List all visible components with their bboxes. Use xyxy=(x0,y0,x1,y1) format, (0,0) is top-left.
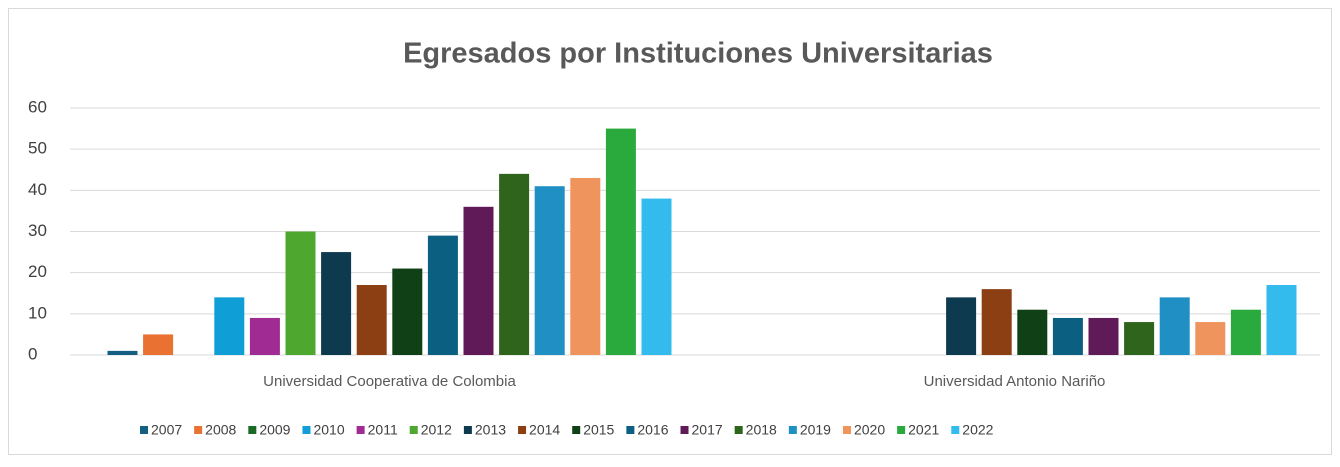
bar xyxy=(249,317,280,355)
y-tick-label: 60 xyxy=(28,97,47,116)
bar xyxy=(427,235,458,355)
bar xyxy=(321,252,352,355)
legend-label: 2020 xyxy=(854,422,885,438)
bar xyxy=(1052,317,1083,355)
bar xyxy=(946,297,977,355)
y-tick-label: 40 xyxy=(28,180,47,199)
legend-label: 2021 xyxy=(908,422,939,438)
legend-swatch xyxy=(842,426,851,434)
x-tick-label: Universidad Cooperativa de Colombia xyxy=(263,373,516,390)
legend-swatch xyxy=(518,426,527,434)
legend-label: 2017 xyxy=(692,422,723,438)
bar xyxy=(499,173,530,355)
chart-title: Egresados por Instituciones Universitari… xyxy=(403,38,993,70)
legend-swatch xyxy=(626,426,635,434)
legend-swatch xyxy=(302,426,311,434)
bar xyxy=(1017,309,1048,355)
bar xyxy=(1266,285,1297,355)
legend-swatch xyxy=(897,426,906,434)
bar xyxy=(107,350,138,355)
bar xyxy=(143,334,174,355)
legend-swatch xyxy=(140,426,148,434)
bar xyxy=(981,289,1012,355)
legend-label: 2019 xyxy=(800,422,831,438)
bar xyxy=(1088,317,1119,355)
legend-swatch xyxy=(356,426,365,434)
legend-label: 2016 xyxy=(637,422,668,438)
legend-label: 2018 xyxy=(746,422,777,438)
legend-label: 2011 xyxy=(368,422,398,438)
y-tick-label: 20 xyxy=(28,262,47,281)
legend-swatch xyxy=(248,426,257,434)
bar xyxy=(570,177,601,355)
bar xyxy=(214,297,245,355)
legend-swatch xyxy=(788,426,797,434)
bar xyxy=(1195,322,1226,355)
bar xyxy=(534,186,565,355)
x-tick-label: Universidad Antonio Nariño xyxy=(924,373,1106,390)
bar xyxy=(285,231,316,355)
legend-label: 2008 xyxy=(205,422,236,438)
legend-swatch xyxy=(680,426,689,434)
legend-label: 2009 xyxy=(259,422,290,438)
legend-label: 2014 xyxy=(529,422,560,438)
legend-label: 2022 xyxy=(962,422,993,438)
bar xyxy=(1230,309,1261,355)
bar xyxy=(1159,297,1190,355)
legend-swatch xyxy=(951,426,960,434)
legend-label: 2013 xyxy=(475,422,506,438)
bar xyxy=(641,198,672,355)
legend-label: 2010 xyxy=(313,422,344,438)
legend-swatch xyxy=(572,426,581,434)
bar xyxy=(1124,322,1155,355)
legend-swatch xyxy=(734,426,743,434)
legend-swatch xyxy=(463,426,472,434)
legend-swatch xyxy=(194,426,203,434)
legend-label: 2007 xyxy=(151,422,182,438)
y-tick-label: 50 xyxy=(28,139,47,158)
bar xyxy=(392,268,423,355)
y-tick-label: 30 xyxy=(28,221,47,240)
legend-label: 2012 xyxy=(421,422,452,438)
legend-label: 2015 xyxy=(583,422,614,438)
y-tick-label: 10 xyxy=(28,303,47,322)
bar xyxy=(605,128,636,355)
bar xyxy=(463,206,494,355)
bar xyxy=(356,285,387,355)
legend-swatch xyxy=(409,426,418,434)
y-tick-label: 0 xyxy=(28,344,37,363)
